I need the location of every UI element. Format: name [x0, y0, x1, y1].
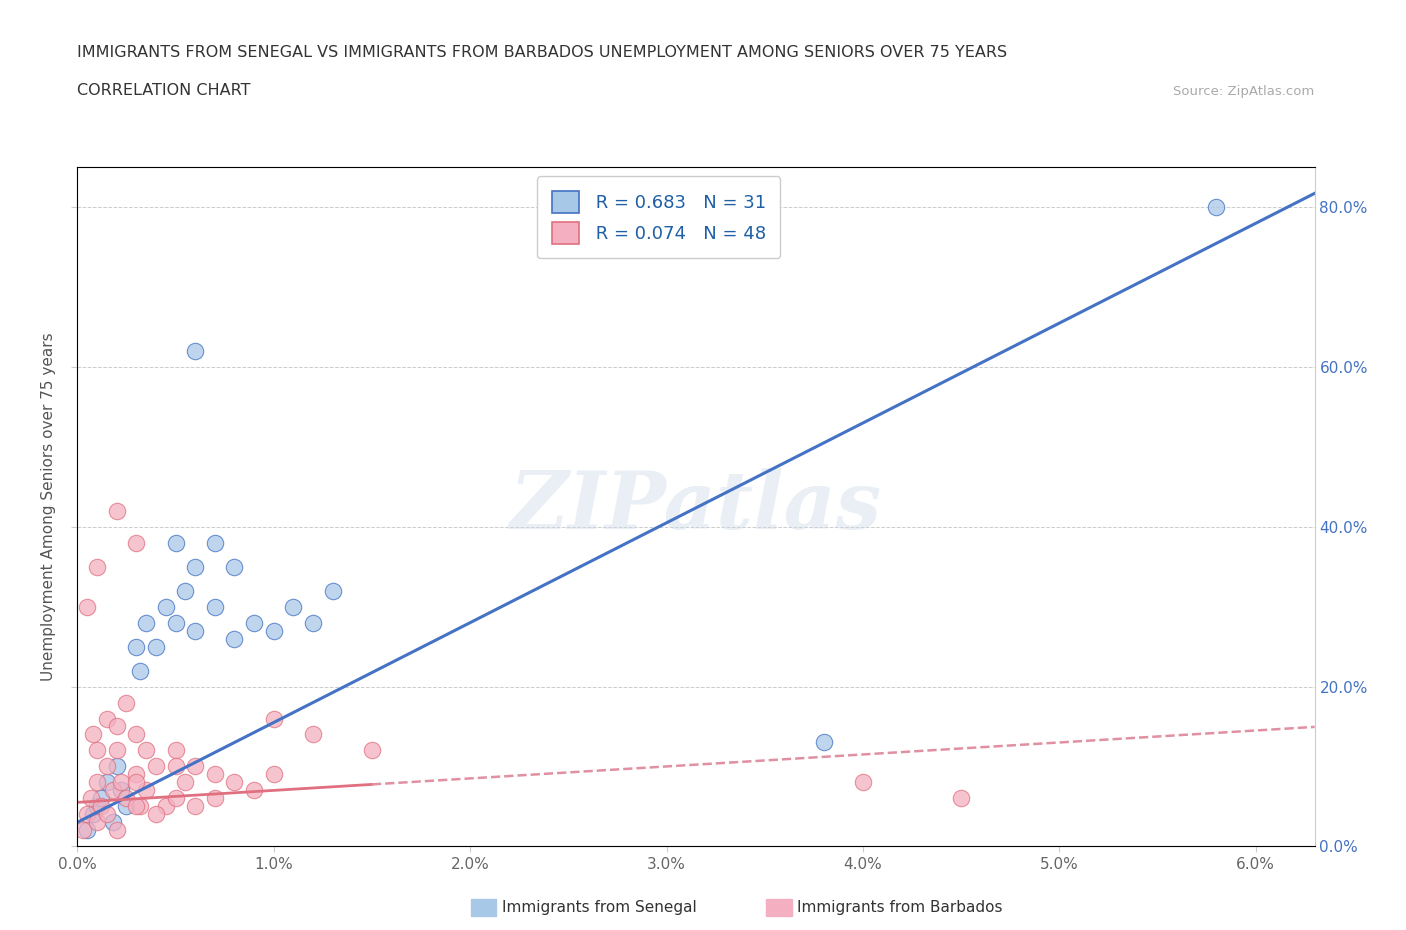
Point — [110, 775, 132, 790]
Point — [204, 767, 226, 782]
Point — [174, 583, 197, 598]
Point — [82, 727, 104, 742]
Point — [125, 727, 148, 742]
Point — [852, 775, 875, 790]
Point — [105, 823, 128, 838]
Point — [76, 807, 98, 822]
Point — [86, 559, 108, 574]
Point — [243, 616, 266, 631]
Point — [90, 790, 112, 805]
Point — [96, 775, 118, 790]
Point — [129, 799, 152, 814]
Point — [105, 743, 128, 758]
Point — [165, 616, 187, 631]
Point — [165, 743, 187, 758]
Point — [283, 599, 305, 614]
Point — [145, 759, 167, 774]
Point — [224, 559, 246, 574]
Point — [115, 790, 138, 805]
Point — [165, 536, 187, 551]
Point — [204, 790, 226, 805]
Point — [950, 790, 973, 805]
Point — [155, 599, 177, 614]
Point — [302, 727, 325, 742]
Point — [322, 583, 344, 598]
Point — [86, 775, 108, 790]
Point — [82, 807, 104, 822]
Point — [361, 743, 384, 758]
Point — [96, 807, 118, 822]
Text: Immigrants from Senegal: Immigrants from Senegal — [502, 900, 697, 915]
Point — [86, 815, 108, 830]
Text: IMMIGRANTS FROM SENEGAL VS IMMIGRANTS FROM BARBADOS UNEMPLOYMENT AMONG SENIORS O: IMMIGRANTS FROM SENEGAL VS IMMIGRANTS FR… — [77, 46, 1008, 60]
Point — [125, 775, 148, 790]
Point — [145, 807, 167, 822]
Point — [204, 536, 226, 551]
Point — [96, 759, 118, 774]
Point — [184, 344, 207, 359]
Text: CORRELATION CHART: CORRELATION CHART — [77, 83, 250, 98]
Point — [174, 775, 197, 790]
Point — [105, 719, 128, 734]
Point — [86, 799, 108, 814]
Point — [76, 823, 98, 838]
Point — [263, 767, 285, 782]
Legend:  R = 0.683   N = 31,  R = 0.074   N = 48: R = 0.683 N = 31, R = 0.074 N = 48 — [537, 177, 780, 259]
Point — [125, 536, 148, 551]
Point — [184, 623, 207, 638]
Y-axis label: Unemployment Among Seniors over 75 years: Unemployment Among Seniors over 75 years — [41, 333, 56, 681]
Point — [813, 735, 835, 750]
Point — [263, 623, 285, 638]
Point — [110, 783, 132, 798]
Point — [125, 799, 148, 814]
Point — [72, 823, 94, 838]
Point — [80, 790, 103, 805]
Point — [105, 759, 128, 774]
Point — [96, 711, 118, 726]
Text: ZIPatlas: ZIPatlas — [510, 468, 882, 546]
Point — [135, 783, 157, 798]
Point — [224, 775, 246, 790]
Point — [263, 711, 285, 726]
Point — [135, 743, 157, 758]
Point — [125, 639, 148, 654]
Point — [101, 815, 124, 830]
Point — [90, 799, 112, 814]
Point — [165, 790, 187, 805]
Point — [135, 616, 157, 631]
Point — [105, 503, 128, 518]
Point — [76, 599, 98, 614]
Point — [165, 759, 187, 774]
Point — [224, 631, 246, 646]
Point — [155, 799, 177, 814]
Point — [145, 639, 167, 654]
Point — [184, 799, 207, 814]
Point — [184, 559, 207, 574]
Point — [129, 663, 152, 678]
Point — [184, 759, 207, 774]
Point — [115, 695, 138, 710]
Text: Immigrants from Barbados: Immigrants from Barbados — [797, 900, 1002, 915]
Point — [1205, 200, 1227, 215]
Point — [101, 783, 124, 798]
Point — [302, 616, 325, 631]
Point — [86, 743, 108, 758]
Point — [243, 783, 266, 798]
Point — [204, 599, 226, 614]
Text: Source: ZipAtlas.com: Source: ZipAtlas.com — [1174, 85, 1315, 98]
Point — [115, 799, 138, 814]
Point — [125, 767, 148, 782]
